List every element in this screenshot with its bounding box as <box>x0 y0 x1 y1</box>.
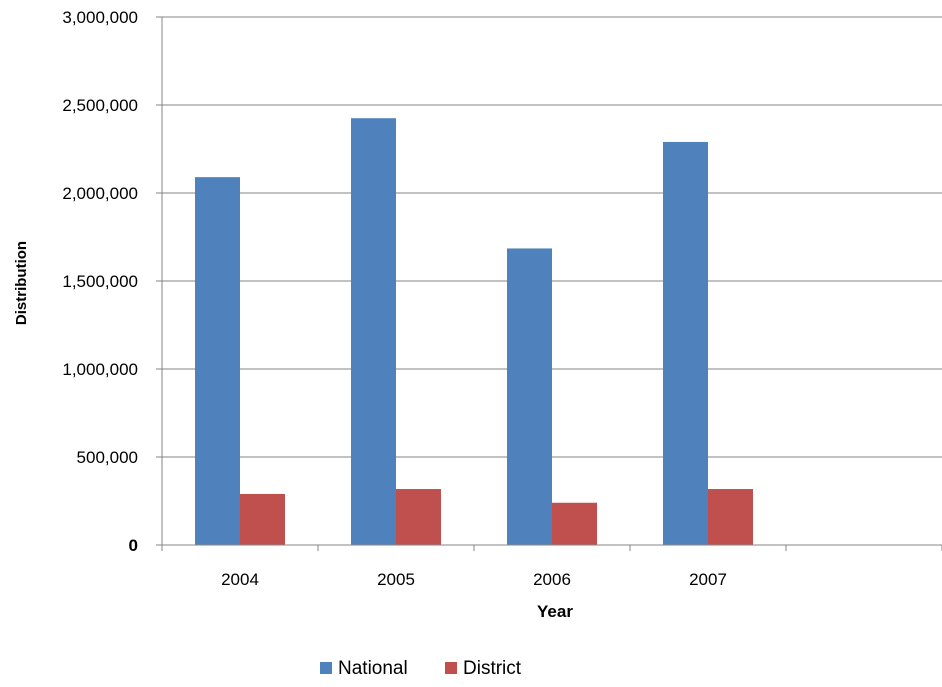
x-tick-labels: 2004 2005 2006 2007 <box>221 570 727 589</box>
legend-label-district: District <box>463 658 522 679</box>
y-tick-label: 1,000,000 <box>62 360 138 379</box>
axes <box>156 16 942 551</box>
bar-district-2007 <box>708 489 753 545</box>
y-axis-label: Distribution <box>13 241 30 325</box>
x-tick-label: 2005 <box>377 570 415 589</box>
y-tick-label: 2,500,000 <box>62 96 138 115</box>
bar-national-2004 <box>195 177 240 545</box>
legend-swatch-district <box>445 662 457 674</box>
y-tick-label: 2,000,000 <box>62 184 138 203</box>
legend: National District <box>320 658 522 679</box>
bar-district-2004 <box>240 493 285 545</box>
legend-label-national: National <box>338 658 408 679</box>
y-tick-label: 500,000 <box>77 448 138 467</box>
bar-national-2006 <box>507 248 552 545</box>
bar-district-2005 <box>396 489 441 545</box>
x-axis-label: Year <box>537 602 573 621</box>
y-tick-label: 0 <box>129 536 138 555</box>
x-tick-label: 2006 <box>533 570 571 589</box>
bar-national-2007 <box>663 141 708 545</box>
y-tick-labels: 0 500,000 1,000,000 1,500,000 2,000,000 2,500… <box>62 8 138 555</box>
y-tick-label: 1,500,000 <box>62 272 138 291</box>
y-tick-label: 3,000,000 <box>62 8 138 27</box>
legend-swatch-national <box>320 662 332 674</box>
x-tick-label: 2004 <box>221 570 259 589</box>
x-tick-label: 2007 <box>689 570 727 589</box>
bar-national-2005 <box>351 118 396 545</box>
bar-district-2006 <box>552 502 597 545</box>
bars <box>195 118 753 545</box>
